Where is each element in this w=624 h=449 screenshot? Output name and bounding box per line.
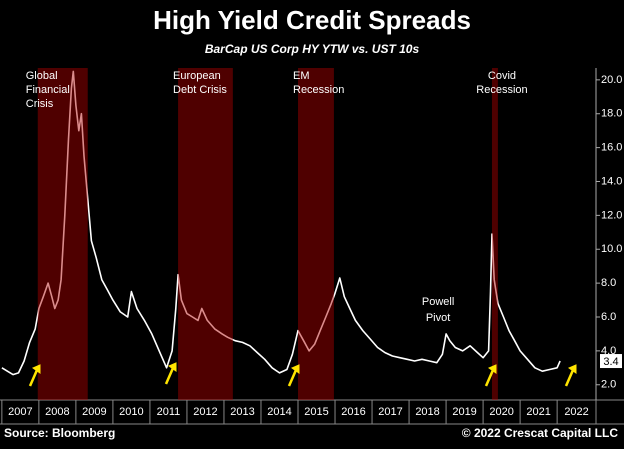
x-tick-label: 2017 (378, 406, 402, 418)
recession-label: Covid (488, 70, 516, 82)
x-tick-label: 2008 (45, 406, 69, 418)
chart-subtitle: BarCap US Corp HY YTW vs. UST 10s (205, 42, 420, 56)
arrow-head (567, 364, 577, 374)
plot-area: 2007 2008 2009 2010 2011 2012 2013 2014 2015 2016… (0, 68, 624, 425)
x-tick-label: 2022 (564, 406, 588, 418)
x-tick-label: 2009 (82, 406, 106, 418)
x-tick-label: 2021 (526, 406, 550, 418)
x-tick-label: 2016 (341, 406, 365, 418)
chart-title: High Yield Credit Spreads (153, 5, 471, 35)
y-tick-label: 2.0 (601, 379, 616, 391)
recession-band (298, 68, 334, 400)
annotation: Powell (422, 296, 454, 308)
last-value-label: 3.4 (603, 356, 618, 368)
last-value-box (600, 354, 622, 369)
y-tick-label: 14.0 (601, 175, 622, 187)
recession-label: EM (293, 70, 310, 82)
y-tick-label: 6.0 (601, 311, 616, 323)
x-tick-label: 2011 (157, 406, 181, 418)
recession-label: Recession (293, 84, 344, 96)
arrows (28, 362, 577, 387)
arrow (564, 369, 575, 387)
x-tick-label: 2010 (119, 406, 143, 418)
recession-band (491, 68, 498, 400)
recession-label: European (173, 70, 221, 82)
recession-label: Recession (476, 84, 527, 96)
recession-label: Crisis (26, 98, 54, 110)
arrow (287, 369, 298, 387)
arrow (28, 369, 39, 387)
y-tick-label: 8.0 (601, 277, 616, 289)
x-tick-label: 2007 (8, 406, 32, 418)
y-tick-label: 10.0 (601, 243, 622, 255)
x-tick-label: 2018 (415, 406, 439, 418)
x-tick-label: 2015 (304, 406, 328, 418)
arrow-head (31, 364, 41, 374)
recession-label: Financial (26, 84, 70, 96)
x-tick-label: 2012 (193, 406, 217, 418)
y-tick-label: 20.0 (601, 74, 622, 86)
arrow-head (167, 362, 177, 372)
recession-band (178, 68, 233, 400)
spread-line (1, 70, 561, 376)
recession-label: Global (26, 70, 58, 82)
x-tick-label: 2020 (489, 406, 513, 418)
credit: © 2022 Crescat Capital LLC (462, 426, 619, 440)
arrow (164, 367, 175, 385)
y-tick-label: 16.0 (601, 142, 622, 154)
recession-label: Debt Crisis (173, 84, 227, 96)
recession-band (37, 68, 88, 400)
arrow-head (290, 364, 300, 374)
arrow-head (487, 364, 497, 374)
y-tick-label: 12.0 (601, 209, 622, 221)
arrow (484, 369, 495, 387)
x-tick-label: 2014 (267, 406, 291, 418)
annotation: Pivot (426, 312, 450, 324)
y-tick-label: 4.0 (601, 345, 616, 357)
x-tick-label: 2013 (230, 406, 254, 418)
x-tick-label: 2019 (452, 406, 476, 418)
source: Source: Bloomberg (4, 426, 115, 440)
y-tick-label: 18.0 (601, 108, 622, 120)
